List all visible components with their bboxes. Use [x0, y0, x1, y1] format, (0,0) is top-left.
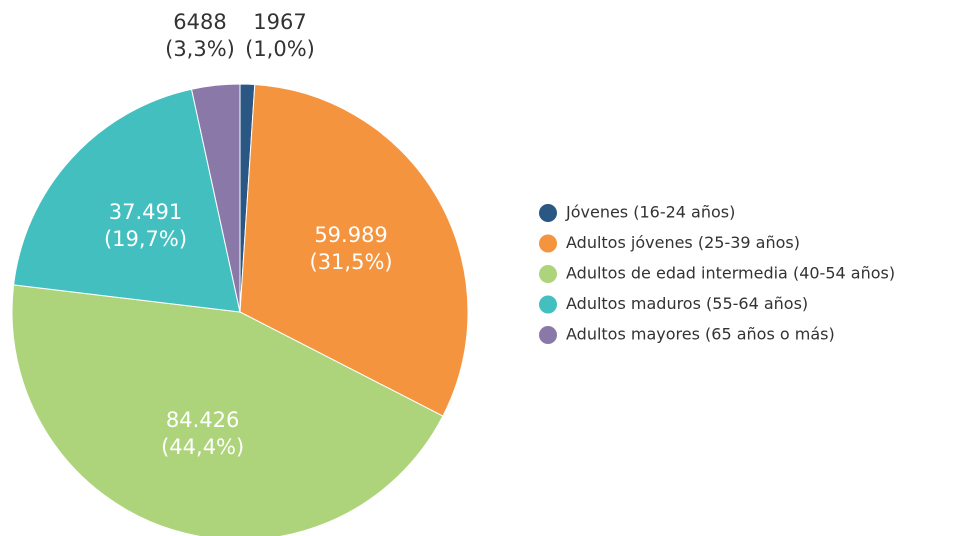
data-label: 84.426: [166, 408, 239, 432]
legend-marker: [539, 204, 557, 222]
legend-label: Adultos mayores (65 años o más): [566, 325, 835, 344]
percentage-label: (3,3%): [165, 37, 235, 61]
legend-label: Jóvenes (16-24 años): [565, 203, 735, 222]
legend-marker: [539, 295, 557, 314]
legend-label: Adultos de edad intermedia (40-54 años): [566, 264, 895, 283]
pie-slice: [13, 88, 241, 313]
legend-marker: [539, 326, 557, 344]
percentage-label: (1,0%): [245, 37, 315, 61]
legend-marker: [539, 265, 557, 283]
legend-marker: [539, 234, 557, 253]
data-label: 59.989: [314, 223, 387, 247]
pie-slice: [239, 83, 469, 417]
legend-label: Adultos jóvenes (25-39 años): [566, 233, 800, 252]
percentage-label: (44,4%): [161, 435, 244, 459]
legend-label: Adultos maduros (55-64 años): [566, 294, 808, 313]
percentage-label: (19,7%): [104, 227, 187, 251]
data-label: 1967: [253, 10, 306, 34]
pie-slice: [11, 284, 444, 536]
pie-slice: [190, 83, 241, 313]
percentage-label: (31,5%): [310, 250, 393, 274]
data-label: 6488: [173, 10, 226, 34]
data-label: 37.491: [109, 200, 182, 224]
